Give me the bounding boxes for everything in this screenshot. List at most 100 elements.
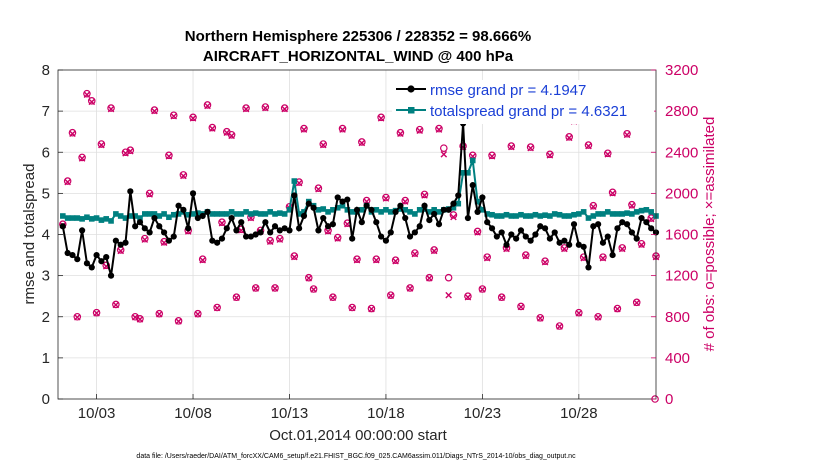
obs-assimilated-stroke: [276, 236, 284, 243]
obs-assimilated-marker: [382, 195, 390, 202]
rmse-marker: [74, 256, 81, 263]
obs-assimilated-marker: [242, 105, 250, 113]
rmse-marker: [585, 264, 592, 271]
y-left-tick-label: 0: [42, 391, 50, 408]
obs-possible-marker: [603, 149, 612, 158]
totalspread-marker: [551, 211, 558, 217]
obs-possible-marker: [594, 312, 602, 321]
rmse-marker: [286, 227, 293, 234]
rmse-marker: [382, 237, 390, 244]
totalspread-marker: [518, 211, 524, 218]
obs-possible-marker: [440, 144, 448, 152]
totalspread-marker: [252, 210, 259, 216]
obs-assimilated-stroke: [117, 247, 124, 255]
totalspread-marker: [84, 214, 90, 221]
totalspread-marker: [513, 213, 519, 219]
obs-possible-marker: [473, 227, 482, 236]
obs-assimilated-marker: [416, 127, 423, 134]
obs-possible-marker: [141, 234, 149, 243]
obs-assimilated-marker: [334, 235, 342, 242]
obs-possible-marker: [78, 153, 86, 162]
obs-possible-marker: [589, 201, 598, 210]
obs-assimilated-stroke: [450, 213, 457, 221]
rmse-marker: [267, 229, 274, 236]
obs-assimilated-marker: [435, 126, 443, 133]
obs-assimilated-marker: [295, 179, 303, 187]
obs-assimilated-stroke: [271, 285, 279, 292]
obs-assimilated-stroke: [397, 130, 404, 138]
obs-possible-marker: [449, 211, 458, 219]
obs-possible-marker: [536, 313, 545, 322]
rmse-marker: [64, 249, 71, 257]
obs-possible-marker: [169, 111, 178, 120]
totalspread-marker: [595, 211, 601, 217]
rmse-marker: [643, 219, 650, 226]
obs-assimilated-stroke: [180, 172, 187, 180]
totalspread-marker: [301, 209, 307, 215]
totalspread-marker: [142, 211, 148, 217]
rmse-marker: [141, 225, 148, 232]
obs-possible-marker: [213, 303, 221, 312]
obs-assimilated-stroke: [430, 247, 438, 255]
obs-possible-marker: [560, 244, 569, 252]
y-left-tick-label: 2: [42, 309, 50, 326]
obs-possible-marker: [464, 292, 472, 300]
rmse-marker: [561, 237, 568, 244]
rmse-marker: [416, 223, 423, 230]
rmse-marker: [281, 225, 288, 232]
obs-possible-marker: [189, 113, 197, 122]
totalspread-marker: [257, 211, 264, 217]
totalspread-marker: [416, 207, 423, 213]
obs-possible-marker: [599, 253, 607, 261]
obs-assimilated-stroke: [141, 236, 149, 243]
obs-assimilated-marker: [348, 304, 356, 312]
totalspread-marker: [407, 209, 413, 215]
obs-assimilated-marker: [64, 178, 71, 186]
obs-assimilated-stroke: [64, 178, 71, 186]
totalspread-marker: [74, 215, 81, 221]
obs-assimilated-stroke: [329, 294, 337, 302]
obs-assimilated-marker: [536, 314, 544, 322]
obs-assimilated-stroke: [368, 305, 375, 313]
totalspread-marker: [426, 209, 433, 215]
obs-assimilated-stroke: [69, 130, 76, 138]
rmse-marker: [619, 219, 626, 226]
obs-assimilated-stroke: [73, 313, 81, 321]
x-tick-label: 10/23: [464, 405, 502, 422]
rmse-marker: [368, 206, 375, 213]
rmse-marker: [156, 223, 163, 230]
totalspread-marker: [508, 213, 515, 219]
obs-assimilated-marker: [252, 285, 260, 292]
totalspread-marker: [296, 211, 302, 217]
obs-possible-marker: [280, 104, 289, 112]
obs-assimilated-marker: [565, 134, 573, 142]
totalspread-marker: [315, 207, 322, 213]
obs-possible-marker: [391, 256, 400, 265]
rmse-marker: [546, 235, 554, 242]
obs-assimilated-stroke: [508, 143, 515, 151]
obs-assimilated-marker: [175, 318, 182, 325]
x-tick-label: 10/13: [271, 405, 309, 422]
rmse-marker: [98, 258, 105, 265]
obs-assimilated-marker: [618, 245, 626, 253]
obs-possible-marker: [358, 138, 366, 146]
obs-possible-marker: [478, 285, 487, 293]
totalspread-marker: [383, 207, 389, 213]
obs-assimilated-stroke: [310, 286, 317, 293]
obs-assimilated-marker: [387, 292, 395, 299]
obs-possible-marker: [300, 124, 308, 133]
y-right-tick-label: 2800: [665, 103, 698, 120]
obs-possible-marker: [541, 257, 549, 266]
obs-assimilated-marker: [594, 313, 602, 321]
obs-assimilated-stroke: [228, 132, 235, 140]
obs-assimilated-stroke: [416, 127, 423, 134]
rmse-marker: [378, 233, 385, 240]
rmse-marker: [223, 225, 230, 232]
totalspread-marker: [387, 209, 394, 215]
rmse-marker: [324, 223, 332, 230]
obs-assimilated-marker: [209, 125, 216, 132]
rmse-marker: [228, 214, 235, 222]
totalspread-marker: [638, 207, 645, 214]
rmse-marker: [363, 202, 370, 209]
totalspread-marker: [151, 211, 158, 217]
